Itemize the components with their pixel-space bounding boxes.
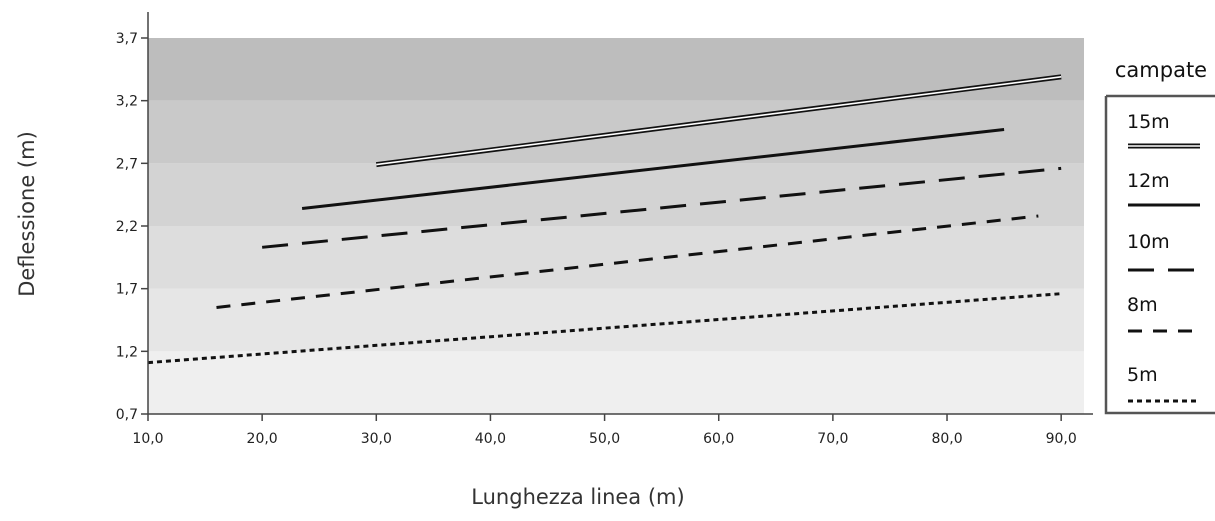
- legend-label-10m: 10m: [1127, 231, 1170, 253]
- x-tick-label: 70,0: [817, 431, 848, 447]
- series-line-stroke: [261, 166, 1062, 249]
- legend-title: campate: [1115, 58, 1207, 82]
- y-tick-label: 1,2: [116, 344, 138, 360]
- legend-label-8m: 8m: [1127, 294, 1158, 316]
- band-5: [148, 38, 1084, 101]
- y-tick-label: 3,7: [116, 31, 138, 47]
- band-2: [148, 226, 1084, 289]
- legend-frame: [1104, 94, 1215, 415]
- x-tick-label: 10,0: [132, 431, 163, 447]
- x-tick-label: 90,0: [1046, 431, 1077, 447]
- axes: [141, 12, 1093, 421]
- tick-labels: 0,7 1,2 1,7 2,2 2,7 3,2 3,7 10,0 20,0 30,0 40,0 50,…: [116, 31, 1077, 447]
- series-line-inner: [376, 76, 1062, 166]
- y-tick-label: 2,7: [116, 156, 138, 172]
- legend-items: 15m 12m 10m 8m 5m: [1127, 111, 1200, 403]
- series-12m: [301, 128, 1005, 210]
- series-line-stroke: [216, 214, 1039, 309]
- series-8m: [216, 214, 1039, 309]
- x-tick-label: 60,0: [703, 431, 734, 447]
- legend-label-15m: 15m: [1127, 111, 1170, 133]
- series-line-stroke: [301, 128, 1005, 210]
- y-tick-label: 2,2: [116, 219, 138, 235]
- series-15m: [375, 74, 1062, 168]
- x-axis-title: Lunghezza linea (m): [471, 485, 684, 509]
- series-10m: [261, 166, 1062, 249]
- x-tick-label: 80,0: [931, 431, 962, 447]
- legend-label-12m: 12m: [1127, 170, 1170, 192]
- x-tick-label: 20,0: [247, 431, 278, 447]
- y-axis-title: Deflessione (m): [15, 131, 39, 297]
- legend: campate 15m 12m 10m 8m 5m: [1104, 58, 1215, 415]
- y-tick-label: 0,7: [116, 407, 138, 423]
- x-tick-label: 50,0: [589, 431, 620, 447]
- band-0: [148, 351, 1084, 414]
- legend-label-5m: 5m: [1127, 364, 1158, 386]
- y-tick-label: 3,2: [116, 94, 138, 110]
- band-1: [148, 288, 1084, 352]
- x-tick-label: 40,0: [475, 431, 506, 447]
- series-layer: [147, 74, 1062, 365]
- y-tick-label: 1,7: [116, 282, 138, 298]
- x-tick-label: 30,0: [361, 431, 392, 447]
